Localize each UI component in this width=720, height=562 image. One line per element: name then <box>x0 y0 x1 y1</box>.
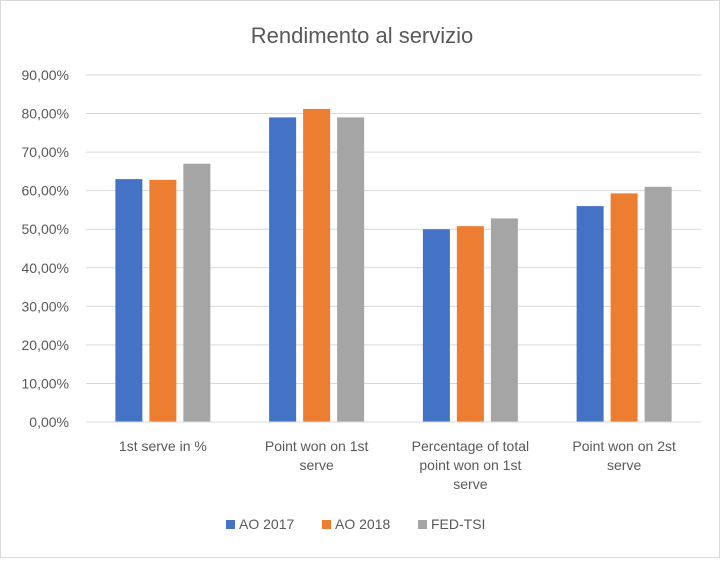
bar-fed-tsi-4 <box>644 186 672 422</box>
y-tick-label: 40,00% <box>22 260 69 276</box>
legend-label-ao-2018: AO 2018 <box>335 516 390 532</box>
bar-ao-2018-4 <box>610 193 638 422</box>
x-tick-label: Point won on 1st serve <box>265 438 369 473</box>
x-axis: 1st serve in % Point won on 1st serve Perce… <box>86 421 701 492</box>
chart-title: Rendimento al servizio <box>251 23 474 48</box>
y-tick-label: 20,00% <box>22 337 69 353</box>
gridlines <box>86 74 701 423</box>
bar-ao-2017-1 <box>115 179 143 422</box>
y-tick-label: 90,00% <box>22 67 69 83</box>
legend-swatch-ao-2018 <box>322 520 331 529</box>
x-tick-label: 1st serve in % <box>119 438 207 454</box>
bar-ao-2017-2 <box>269 117 297 423</box>
bar-ao-2017-4 <box>576 206 604 422</box>
legend-swatch-ao-2017 <box>226 520 235 529</box>
bar-fed-tsi-1 <box>183 163 211 422</box>
y-axis: 0,00% 10,00% 20,00% 30,00% 40,00% 50,00% 60,00… <box>22 67 69 430</box>
legend-swatch-fed-tsi <box>418 520 427 529</box>
bar-ao-2017-3 <box>422 229 450 422</box>
legend-label-ao-2017: AO 2017 <box>239 516 294 532</box>
bar-ao-2018-3 <box>456 226 484 422</box>
y-tick-label: 10,00% <box>22 375 69 391</box>
y-tick-label: 60,00% <box>22 183 69 199</box>
y-tick-label: 0,00% <box>29 414 69 430</box>
bar-ao-2018-2 <box>303 108 331 422</box>
y-tick-label: 70,00% <box>22 144 69 160</box>
legend-label-fed-tsi: FED-TSI <box>431 516 485 532</box>
y-tick-label: 50,00% <box>22 221 69 237</box>
y-tick-label: 30,00% <box>22 298 69 314</box>
x-tick-label: Percentage of total point won on 1st serve <box>412 438 530 492</box>
bars <box>115 108 672 423</box>
legend: AO 2017 AO 2018 FED-TSI <box>226 516 485 532</box>
bar-fed-tsi-3 <box>490 218 518 422</box>
bar-ao-2018-1 <box>149 179 177 422</box>
y-tick-label: 80,00% <box>22 106 69 122</box>
bar-fed-tsi-2 <box>337 117 365 423</box>
x-tick-label: Point won on 2st serve <box>572 438 676 473</box>
